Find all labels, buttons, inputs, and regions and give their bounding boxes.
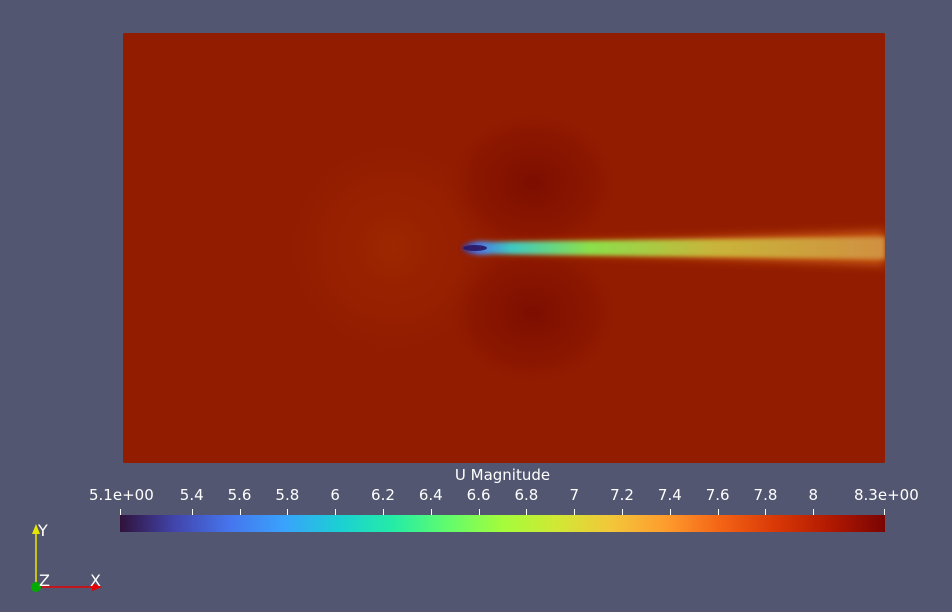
colorbar-tick-mark [717, 509, 719, 515]
colorbar-tick-label: 5.4 [179, 486, 204, 504]
x-axis-label: X [90, 571, 101, 590]
colorbar-tick-label: 5.8 [275, 486, 300, 504]
colorbar-tick-label: 7.4 [657, 486, 682, 504]
colorbar-tick-label: 6.6 [466, 486, 491, 504]
colorbar-title: U Magnitude [454, 466, 551, 484]
x-axis-arrow-icon [92, 583, 102, 591]
colorbar-tick-mark [287, 509, 289, 515]
colorbar-tick-mark [120, 509, 121, 515]
colorbar-tick-label: 5.1e+00 [89, 486, 154, 504]
colorbar-tick-mark [382, 509, 384, 515]
colorbar-tick-mark [884, 509, 885, 515]
z-axis-dot-icon [31, 582, 41, 592]
y-axis-label: Y [38, 521, 48, 540]
axes-triad [31, 524, 102, 592]
colorbar-tick-mark [813, 509, 815, 515]
colorbar-tick-mark [430, 509, 432, 515]
y-axis-arrow-icon [32, 524, 40, 534]
velocity-field-svg [123, 33, 885, 463]
z-axis-label: Z [39, 571, 50, 590]
colorbar-tick-mark [669, 509, 671, 515]
colorbar-tick-label: 8.3e+00 [854, 486, 919, 504]
colorbar-tick-mark [239, 509, 241, 515]
colorbar-ticks: 5.1e+00 5.4 5.6 5.8 6 6.2 6.4 6.6 6.8 7 7.2 7.4 7.6 7… [89, 486, 919, 516]
velocity-field-plot[interactable] [123, 33, 885, 463]
colorbar-tick-label: 6.2 [371, 486, 395, 504]
colorbar-tick-mark [622, 509, 624, 515]
colorbar-tick-mark [526, 509, 528, 515]
colorbar-tick-mark [765, 509, 767, 515]
colorbar-tick-label: 6 [330, 486, 340, 504]
colorbar-tick-label: 6.8 [514, 486, 539, 504]
colorbar-tick-label: 8 [808, 486, 819, 504]
colorbar-gradient [120, 515, 885, 532]
orientation-axes[interactable]: Y Z X [24, 520, 114, 600]
colorbar-tick-label: 7.8 [753, 486, 778, 504]
colorbar-tick-mark [574, 509, 576, 515]
colorbar[interactable] [120, 515, 885, 532]
colorbar-tick-label: 7.6 [705, 486, 730, 504]
colorbar-tick-mark [478, 509, 480, 515]
colorbar-tick-label: 7 [569, 486, 579, 504]
colorbar-tick-label: 7.2 [610, 486, 634, 504]
colorbar-tick-label: 5.6 [227, 486, 252, 504]
colorbar-tick-mark [335, 509, 337, 515]
colorbar-tick-label: 6.4 [418, 486, 443, 504]
colorbar-tick-mark [191, 509, 193, 515]
